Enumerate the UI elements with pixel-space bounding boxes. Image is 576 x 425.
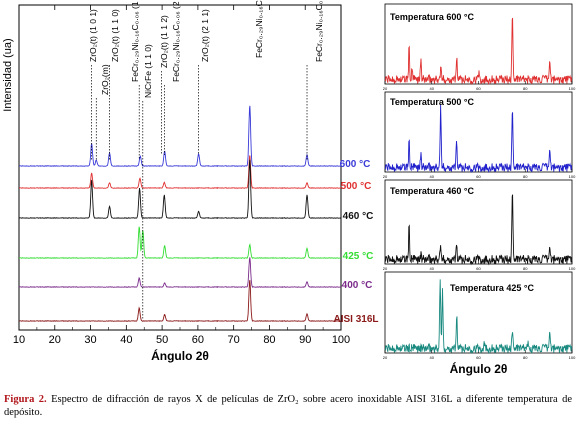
inset-x-tick-label: 40 bbox=[430, 86, 435, 91]
caption-text: Espectro de difracción de rayos X de pel… bbox=[4, 394, 572, 418]
y-axis-label: Intensidad (ua) bbox=[2, 38, 14, 111]
x-tick-label: 30 bbox=[84, 334, 96, 346]
x-tick-label: 100 bbox=[332, 334, 350, 346]
x-tick-label: 90 bbox=[299, 334, 311, 346]
inset-x-tick-label: 20 bbox=[383, 355, 388, 360]
inset-x-tick-label: 100 bbox=[569, 174, 576, 179]
inset-x-tick-label: 60 bbox=[476, 174, 481, 179]
series-line-425-c bbox=[19, 226, 342, 260]
peak-label: FeCr₀.₂₉Ni₀.₁₆C₀.₀₆ (1 1 1) bbox=[130, 0, 140, 82]
inset-x-tick-label: 60 bbox=[476, 266, 481, 271]
inset-frame bbox=[384, 271, 573, 354]
x-tick-label: 10 bbox=[13, 334, 25, 346]
inset-x-tick-label: 20 bbox=[383, 86, 388, 91]
inset-title: Temperatura 425 °C bbox=[450, 283, 534, 293]
inset-x-tick-label: 80 bbox=[523, 355, 528, 360]
peak-label: ZrO₂(t) (1 1 0) bbox=[110, 9, 120, 62]
x-tick-label: 80 bbox=[263, 334, 275, 346]
inset-x-tick-label: 20 bbox=[383, 174, 388, 179]
inset-x-tick-label: 20 bbox=[383, 266, 388, 271]
inset-title: Temperatura 600 °C bbox=[390, 12, 474, 22]
inset-x-tick-label: 80 bbox=[523, 174, 528, 179]
inset-chart-temperatura-500-c: 20 40 60 80 100 Temperatura 500 °C bbox=[383, 91, 576, 179]
x-tick-label: 70 bbox=[228, 334, 240, 346]
peak-label: ZrO₂(m) bbox=[100, 64, 110, 95]
peak-label: ZrO₂(t) (1 1 2) bbox=[159, 15, 169, 68]
peak-label: FeCr₀.₂₉Ni₀.₁₆C₀.₀₆ (2 0 0) bbox=[171, 0, 181, 82]
series-line-600-c bbox=[19, 105, 342, 168]
inset-x-tick-label: 100 bbox=[569, 266, 576, 271]
main-chart: 10 20 30 40 50 60 70 80 90 100 Ángulo 2θ Intensidad… bbox=[2, 0, 379, 363]
inset-x-tick-label: 40 bbox=[430, 355, 435, 360]
x-tick-label: 60 bbox=[192, 334, 204, 346]
series-label-425-c: 425 °C bbox=[343, 251, 374, 262]
inset-x-tick-label: 40 bbox=[430, 266, 435, 271]
x-axis-label: Ángulo 2θ bbox=[151, 348, 209, 363]
x-tick-label: 50 bbox=[156, 334, 168, 346]
x-tick-label: 20 bbox=[49, 334, 61, 346]
caption-label: Figura 2. bbox=[4, 394, 47, 405]
series-label-600-c: 600 °C bbox=[340, 159, 371, 170]
inset-series-line bbox=[384, 104, 573, 174]
series-label-500-c: 500 °C bbox=[341, 181, 372, 192]
inset-series-line bbox=[384, 17, 573, 86]
inset-title: Temperatura 500 °C bbox=[390, 97, 474, 107]
inset-series-line bbox=[384, 194, 573, 266]
series-line-aisi-316l bbox=[19, 280, 342, 323]
inset-x-tick-label: 80 bbox=[523, 266, 528, 271]
peak-label: FeCr₀.₂₉Ni₀.₁₆C₀.₀₆ (2 2 0) bbox=[254, 0, 264, 58]
peak-label: ZrO₂(t) (1 0 1) bbox=[88, 9, 98, 62]
inset-title: Temperatura 460 °C bbox=[390, 186, 474, 196]
inset-chart-temperatura-460-c: 20 40 60 80 100 Temperatura 460 °C bbox=[383, 179, 576, 271]
inset-frame bbox=[384, 179, 573, 265]
inset-chart-temperatura-600-c: 20 40 60 80 100 Temperatura 600 °C bbox=[383, 3, 576, 91]
peak-label: ZrO₂(t) (2 1 1) bbox=[200, 9, 210, 62]
series-label-aisi-316l: AISI 316L bbox=[333, 314, 378, 325]
series-line-400-c bbox=[19, 257, 342, 289]
series-label-400-c: 400 °C bbox=[342, 280, 373, 291]
inset-x-tick-label: 40 bbox=[430, 174, 435, 179]
series-label-460-c: 460 °C bbox=[343, 211, 374, 222]
peak-label: NiCrFe (1 1 0) bbox=[143, 44, 153, 98]
inset-x-tick-label: 100 bbox=[569, 355, 576, 360]
inset-x-axis-label: Ángulo 2θ bbox=[450, 361, 508, 376]
x-tick-label: 40 bbox=[120, 334, 132, 346]
inset-series-line bbox=[384, 279, 573, 355]
inset-frame bbox=[384, 3, 573, 85]
inset-x-tick-label: 60 bbox=[476, 355, 481, 360]
inset-x-tick-label: 80 bbox=[523, 86, 528, 91]
series-line-460-c bbox=[19, 159, 342, 220]
series-line-500-c bbox=[19, 155, 342, 190]
figure-caption: Figura 2. Espectro de difracción de rayo… bbox=[4, 393, 572, 419]
inset-x-tick-label: 60 bbox=[476, 86, 481, 91]
inset-frame bbox=[384, 91, 573, 173]
inset-x-tick-label: 100 bbox=[569, 86, 576, 91]
inset-chart-temperatura-425-c: 20 40 60 80 100 Temperatura 425 °C Ángulo 2θ bbox=[383, 271, 576, 376]
peak-label: FeCr₀.₂₉Ni₀.₁₆C₀.₀₆ (3 1 1) bbox=[314, 0, 324, 62]
